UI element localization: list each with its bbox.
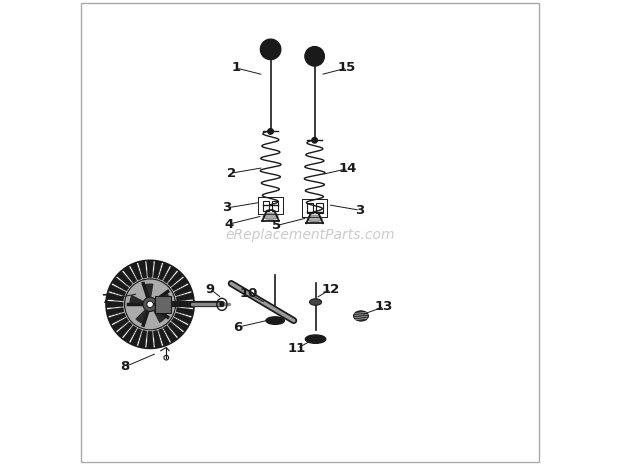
Polygon shape <box>176 307 194 316</box>
Text: 13: 13 <box>375 300 393 313</box>
Text: 2: 2 <box>227 166 236 179</box>
Polygon shape <box>176 292 194 301</box>
Polygon shape <box>153 309 167 323</box>
Text: 4: 4 <box>224 218 234 231</box>
Polygon shape <box>171 318 188 332</box>
Ellipse shape <box>307 215 322 222</box>
Text: 6: 6 <box>234 320 243 333</box>
Circle shape <box>220 303 224 306</box>
Polygon shape <box>146 260 154 278</box>
Polygon shape <box>138 260 147 279</box>
Polygon shape <box>144 284 154 298</box>
Polygon shape <box>108 285 126 296</box>
Bar <box>307 203 313 213</box>
Polygon shape <box>167 271 184 287</box>
Polygon shape <box>108 312 126 325</box>
Polygon shape <box>156 292 171 303</box>
Bar <box>316 203 322 213</box>
Polygon shape <box>163 266 177 283</box>
Polygon shape <box>177 301 194 308</box>
Text: 10: 10 <box>239 287 258 300</box>
Circle shape <box>305 46 324 66</box>
Polygon shape <box>112 277 129 291</box>
Text: eReplacementParts.com: eReplacementParts.com <box>225 228 395 242</box>
Ellipse shape <box>263 213 278 219</box>
Polygon shape <box>117 322 133 338</box>
Polygon shape <box>138 330 147 348</box>
Text: 3: 3 <box>222 201 231 214</box>
Text: 3: 3 <box>355 204 365 217</box>
Text: 11: 11 <box>288 342 306 355</box>
Polygon shape <box>106 301 123 308</box>
Ellipse shape <box>266 317 285 325</box>
Ellipse shape <box>306 335 326 343</box>
Text: 5: 5 <box>272 219 281 232</box>
Polygon shape <box>153 330 162 348</box>
Polygon shape <box>174 312 192 325</box>
Polygon shape <box>112 318 129 332</box>
Bar <box>155 296 171 312</box>
Ellipse shape <box>353 311 368 321</box>
Polygon shape <box>158 328 170 346</box>
Polygon shape <box>125 279 175 330</box>
Text: 7: 7 <box>102 293 110 306</box>
Polygon shape <box>163 326 177 343</box>
Polygon shape <box>174 285 192 296</box>
Polygon shape <box>135 309 148 324</box>
Polygon shape <box>153 260 162 279</box>
Text: 15: 15 <box>338 61 356 74</box>
Bar <box>263 201 269 211</box>
Polygon shape <box>106 307 124 316</box>
Polygon shape <box>167 322 184 338</box>
Text: 8: 8 <box>120 360 129 373</box>
Ellipse shape <box>309 299 322 306</box>
Circle shape <box>260 39 281 60</box>
Polygon shape <box>106 292 124 301</box>
Polygon shape <box>129 295 144 304</box>
Polygon shape <box>117 271 133 287</box>
Text: 1: 1 <box>231 61 241 74</box>
Polygon shape <box>130 328 142 346</box>
Circle shape <box>268 129 273 134</box>
Text: 14: 14 <box>339 162 357 175</box>
Circle shape <box>147 301 153 307</box>
Text: 12: 12 <box>322 283 340 296</box>
Circle shape <box>143 297 157 312</box>
Polygon shape <box>146 331 154 348</box>
Polygon shape <box>158 262 170 280</box>
Polygon shape <box>171 277 188 291</box>
Text: 9: 9 <box>206 283 215 296</box>
Polygon shape <box>123 326 137 343</box>
Circle shape <box>312 138 317 143</box>
Polygon shape <box>123 266 137 283</box>
Polygon shape <box>130 262 142 280</box>
Bar <box>272 201 278 211</box>
